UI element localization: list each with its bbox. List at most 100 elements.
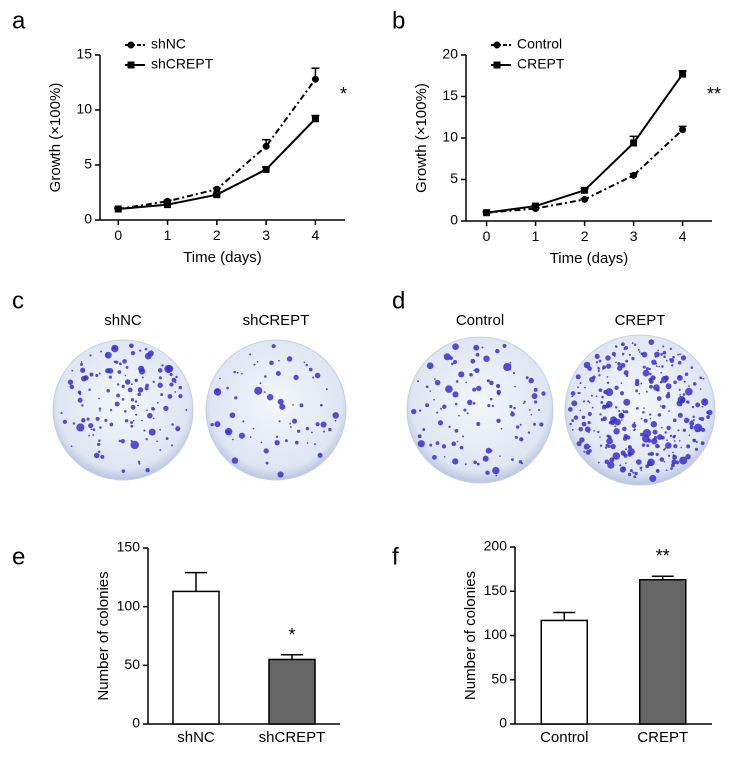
colony	[124, 419, 129, 423]
x-axis-label: Time (days)	[183, 249, 262, 266]
colony	[130, 440, 139, 450]
annotation: *	[288, 625, 295, 645]
colony	[485, 447, 492, 454]
colony	[577, 391, 580, 395]
colony	[72, 422, 76, 425]
colony	[701, 405, 704, 408]
colony	[582, 400, 586, 403]
point	[213, 185, 221, 193]
y-tick-label: 200	[484, 538, 508, 554]
colony	[671, 364, 674, 367]
colony	[418, 409, 422, 412]
colony	[660, 405, 662, 407]
colony	[156, 440, 158, 443]
colony	[618, 412, 624, 418]
colony	[706, 411, 710, 415]
colony	[450, 362, 454, 366]
colony	[594, 353, 600, 359]
legend-label: shNC	[151, 36, 186, 52]
colony	[445, 385, 453, 393]
colony	[275, 371, 281, 376]
colony	[442, 404, 447, 409]
panel-label: b	[392, 7, 405, 34]
colony	[325, 388, 328, 391]
colony	[67, 379, 74, 385]
colony	[607, 444, 611, 448]
colony	[119, 362, 122, 366]
legend-label: shCREPT	[151, 56, 214, 72]
colony	[619, 391, 625, 396]
colony	[589, 445, 591, 448]
colony	[624, 410, 629, 414]
colony	[315, 422, 320, 427]
colony	[639, 466, 642, 470]
point	[532, 202, 540, 210]
colony	[148, 428, 156, 436]
colony	[476, 421, 481, 426]
colony	[495, 474, 498, 477]
colony	[171, 377, 177, 383]
colony	[422, 428, 426, 431]
colony	[125, 366, 129, 369]
colony	[130, 424, 134, 428]
colony	[145, 437, 148, 441]
colony	[643, 418, 648, 423]
colony	[672, 418, 677, 423]
x-axis-label: Time (days)	[550, 250, 629, 267]
colony	[489, 380, 494, 386]
colony	[274, 439, 280, 446]
y-axis-label: Growth (×100%)	[413, 83, 430, 193]
colony	[170, 444, 174, 447]
colony	[510, 411, 515, 417]
colony	[305, 426, 310, 431]
colony	[328, 427, 332, 432]
colony	[165, 437, 169, 441]
colony	[159, 449, 162, 451]
colony	[514, 435, 518, 439]
colony	[80, 361, 83, 363]
colony	[662, 350, 667, 355]
colony	[482, 455, 489, 462]
point	[311, 75, 319, 83]
x-tick-label: 3	[262, 227, 270, 243]
colony	[491, 404, 495, 408]
colony	[541, 391, 546, 396]
y-tick-label: 50	[124, 656, 140, 672]
colony	[514, 385, 516, 388]
colony	[640, 432, 644, 437]
colony	[151, 406, 155, 411]
colony	[476, 462, 480, 466]
colony	[699, 388, 702, 390]
colony	[213, 388, 222, 396]
plate-label: shNC	[104, 312, 142, 329]
x-tick-label: 1	[164, 227, 172, 243]
point	[630, 139, 638, 147]
colony	[519, 437, 524, 442]
colony	[673, 380, 677, 385]
colony	[495, 383, 501, 389]
colony	[647, 461, 653, 467]
colony	[631, 423, 637, 428]
colony	[100, 454, 105, 459]
x-tick-label: Control	[540, 729, 588, 746]
colony	[665, 359, 668, 362]
colony	[97, 442, 101, 447]
colony	[451, 441, 457, 447]
colony	[634, 471, 638, 476]
colony	[673, 440, 676, 442]
colony	[633, 475, 637, 479]
colony	[693, 423, 703, 433]
colony	[590, 394, 593, 397]
colony	[654, 377, 656, 379]
colony	[464, 463, 467, 466]
colony	[606, 381, 610, 384]
colony	[690, 366, 694, 369]
colony	[452, 343, 459, 351]
colony	[528, 377, 534, 384]
colony	[129, 343, 134, 349]
plate-label: shCREPT	[243, 312, 310, 329]
colony	[614, 418, 617, 421]
colony	[334, 419, 337, 422]
colony	[263, 391, 266, 394]
colony	[672, 454, 678, 460]
